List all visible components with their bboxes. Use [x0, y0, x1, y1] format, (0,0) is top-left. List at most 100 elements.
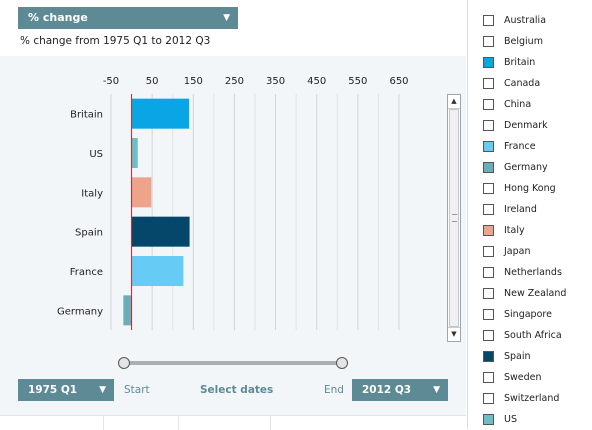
x-tick-label: 650 — [389, 76, 408, 87]
x-tick-label: 50 — [146, 76, 159, 87]
x-tick-label: 250 — [225, 76, 244, 87]
legend-checkbox[interactable] — [483, 203, 494, 215]
legend-checkbox[interactable] — [483, 56, 494, 68]
legend-checkbox[interactable] — [483, 140, 494, 152]
legend-item-britain[interactable]: Britain — [483, 54, 535, 70]
bar-france — [131, 256, 184, 286]
legend-label: New Zealand — [504, 287, 567, 299]
triangle-down-icon: ▼ — [223, 13, 230, 23]
legend-item-ireland[interactable]: Ireland — [483, 201, 537, 217]
bottom-strip — [0, 415, 466, 430]
strip-divider — [270, 416, 271, 430]
legend-checkbox[interactable] — [483, 161, 494, 173]
legend-checkbox[interactable] — [483, 182, 494, 194]
legend-item-spain[interactable]: Spain — [483, 348, 531, 364]
bar-spain — [131, 216, 190, 247]
x-tick-label: 150 — [184, 76, 203, 87]
legend-checkbox[interactable] — [483, 308, 494, 320]
legend-label: Germany — [504, 161, 548, 173]
legend-label: Switzerland — [504, 392, 560, 404]
legend-label: Japan — [504, 245, 531, 257]
category-label: Britain — [70, 110, 103, 121]
legend-label: Britain — [504, 56, 536, 68]
legend-label: South Africa — [504, 329, 562, 341]
legend-checkbox[interactable] — [483, 266, 494, 278]
legend-checkbox[interactable] — [483, 119, 494, 131]
category-label: France — [70, 267, 103, 278]
legend-item-hong-kong[interactable]: Hong Kong — [483, 180, 556, 196]
legend-checkbox[interactable] — [483, 287, 494, 299]
strip-divider — [103, 416, 104, 430]
chart-scrollbar[interactable]: ▲ ▼ — [447, 94, 461, 342]
start-label: Start — [124, 384, 150, 396]
legend-checkbox[interactable] — [483, 392, 494, 404]
legend-item-new-zealand[interactable]: New Zealand — [483, 285, 566, 301]
slider-start-handle[interactable] — [118, 357, 130, 369]
triangle-down-icon: ▼ — [99, 385, 106, 395]
end-date-value: 2012 Q3 — [362, 384, 412, 396]
x-tick-label: 550 — [348, 76, 367, 87]
legend-label: Ireland — [504, 203, 537, 215]
legend-checkbox[interactable] — [483, 98, 494, 110]
legend-item-belgium[interactable]: Belgium — [483, 33, 543, 49]
legend-item-denmark[interactable]: Denmark — [483, 117, 548, 133]
scroll-thumb[interactable] — [449, 109, 459, 327]
bar-chart: -50 50 150 250 350 450 550 650 Britain US Italy Spa… — [57, 76, 409, 330]
x-tick-label: -50 — [103, 76, 119, 87]
legend-checkbox[interactable] — [483, 413, 494, 425]
start-date-dropdown[interactable]: 1975 Q1 ▼ — [18, 379, 114, 401]
panel-divider — [467, 0, 468, 429]
legend-checkbox[interactable] — [483, 77, 494, 89]
slider-end-handle[interactable] — [336, 357, 348, 369]
category-label: Italy — [81, 188, 103, 199]
legend-label: Belgium — [504, 35, 543, 47]
legend-item-switzerland[interactable]: Switzerland — [483, 390, 559, 406]
select-dates-label: Select dates — [200, 384, 274, 396]
legend-item-germany[interactable]: Germany — [483, 159, 548, 175]
legend-item-singapore[interactable]: Singapore — [483, 306, 552, 322]
category-label: Germany — [57, 306, 103, 317]
legend-label: France — [504, 140, 536, 152]
chart-subtitle: % change from 1975 Q1 to 2012 Q3 — [20, 35, 211, 47]
legend-checkbox[interactable] — [483, 14, 494, 26]
end-date-dropdown[interactable]: 2012 Q3 ▼ — [352, 379, 448, 401]
bar-britain — [131, 98, 190, 129]
legend-item-italy[interactable]: Italy — [483, 222, 525, 238]
legend-item-canada[interactable]: Canada — [483, 75, 540, 91]
legend-checkbox[interactable] — [483, 224, 494, 236]
metric-dropdown[interactable]: % change ▼ — [18, 7, 238, 29]
grip-icon — [452, 214, 457, 222]
legend-checkbox[interactable] — [483, 350, 494, 362]
scroll-up-arrow-icon[interactable]: ▲ — [448, 95, 460, 109]
legend-item-australia[interactable]: Australia — [483, 12, 546, 28]
bar-germany — [123, 295, 132, 326]
category-label: US — [89, 149, 103, 160]
legend-item-china[interactable]: China — [483, 96, 531, 112]
triangle-down-icon: ▼ — [433, 385, 440, 395]
start-date-value: 1975 Q1 — [28, 384, 78, 396]
legend-item-netherlands[interactable]: Netherlands — [483, 264, 562, 280]
legend-item-japan[interactable]: Japan — [483, 243, 531, 259]
legend-label: Sweden — [504, 371, 542, 383]
legend-checkbox[interactable] — [483, 371, 494, 383]
legend-label: Canada — [504, 77, 541, 89]
legend-item-us[interactable]: US — [483, 411, 517, 427]
chart-panel: -50 50 150 250 350 450 550 650 Britain US Italy Spa… — [0, 56, 466, 415]
legend-label: Denmark — [504, 119, 548, 131]
date-range-slider[interactable] — [110, 350, 360, 374]
legend-item-sweden[interactable]: Sweden — [483, 369, 542, 385]
legend-label: Netherlands — [504, 266, 562, 278]
scroll-down-arrow-icon[interactable]: ▼ — [448, 327, 460, 341]
legend-label: Australia — [504, 14, 547, 26]
legend-checkbox[interactable] — [483, 245, 494, 257]
legend-checkbox[interactable] — [483, 35, 494, 47]
x-tick-label: 350 — [266, 76, 285, 87]
legend-label: US — [504, 413, 517, 425]
legend-item-south-africa[interactable]: South Africa — [483, 327, 562, 343]
country-legend: Australia Belgium Britain Canada China Denmar… — [470, 0, 592, 429]
legend-checkbox[interactable] — [483, 329, 494, 341]
bar-us — [131, 138, 138, 168]
legend-item-france[interactable]: France — [483, 138, 536, 154]
metric-dropdown-label: % change — [28, 11, 88, 24]
bar-italy — [131, 177, 152, 208]
